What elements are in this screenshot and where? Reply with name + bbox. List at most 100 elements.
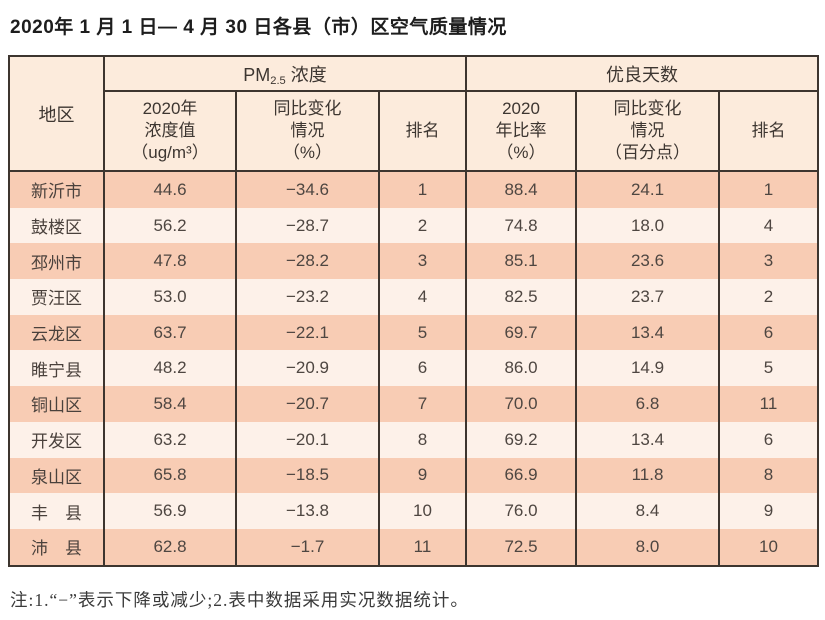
cell-pm-rank: 6	[378, 350, 467, 387]
cell-region: 新沂市	[8, 171, 105, 208]
cell-region: 贾汪区	[8, 279, 105, 315]
cell-pm-change: −18.5	[235, 457, 380, 494]
air-quality-table: 地区 PM2.5 浓度 优良天数 2020年 浓度值 （ug/m³） 同比变化 …	[8, 55, 819, 567]
table-row: 贾汪区 53.0 −23.2 4 82.5 23.7 2	[8, 279, 819, 315]
pm25-label-suffix: 浓度	[285, 64, 327, 85]
col-header-pm-value: 2020年 浓度值 （ug/m³）	[103, 90, 237, 172]
footnote: 注:1.“−”表示下降或减少;2.表中数据采用实况数据统计。	[10, 589, 469, 610]
cell-pm-value: 44.6	[103, 171, 237, 208]
cell-good-rank: 10	[718, 528, 819, 566]
cell-pm-rank: 2	[378, 207, 467, 244]
cell-good-rate: 85.1	[465, 243, 577, 280]
header-sub-row: 2020年 浓度值 （ug/m³） 同比变化 情况 （%） 排名 2020 年比…	[9, 90, 819, 172]
cell-pm-rank: 4	[378, 279, 467, 315]
cell-good-change: 18.0	[575, 207, 720, 244]
col-header-good-rank: 排名	[718, 90, 819, 172]
cell-good-rate: 82.5	[465, 279, 577, 315]
cell-good-rank: 2	[718, 279, 819, 315]
cell-pm-value: 56.9	[103, 493, 237, 529]
cell-pm-change: −23.2	[235, 279, 380, 315]
cell-pm-change: −22.1	[235, 314, 380, 351]
cell-pm-value: 65.8	[103, 457, 237, 494]
cell-pm-rank: 9	[378, 457, 467, 494]
pm25-label-subscript: 2.5	[270, 74, 286, 87]
cell-good-rate: 69.2	[465, 421, 577, 458]
page-title: 2020年 1 月 1 日— 4 月 30 日各县（市）区空气质量情况	[10, 17, 507, 38]
cell-good-change: 13.4	[575, 421, 720, 458]
cell-pm-change: −1.7	[235, 528, 380, 566]
cell-good-change: 8.0	[575, 528, 720, 566]
cell-good-change: 13.4	[575, 314, 720, 351]
cell-pm-rank: 10	[378, 493, 467, 529]
pm25-label-prefix: PM	[243, 64, 271, 85]
cell-pm-rank: 11	[378, 528, 467, 566]
table-row: 睢宁县 48.2 −20.9 6 86.0 14.9 5	[8, 350, 819, 387]
cell-good-rate: 86.0	[465, 350, 577, 387]
cell-region: 云龙区	[8, 314, 105, 351]
cell-pm-rank: 7	[378, 386, 467, 422]
cell-pm-rank: 3	[378, 243, 467, 280]
cell-region: 邳州市	[8, 243, 105, 280]
cell-good-rank: 4	[718, 207, 819, 244]
cell-region: 泉山区	[8, 457, 105, 494]
table-row: 泉山区 65.8 −18.5 9 66.9 11.8 8	[8, 457, 819, 494]
cell-good-rate: 69.7	[465, 314, 577, 351]
table-row: 开发区 63.2 −20.1 8 69.2 13.4 6	[8, 421, 819, 458]
cell-good-rank: 6	[718, 421, 819, 458]
cell-pm-change: −13.8	[235, 493, 380, 529]
col-header-good-change: 同比变化 情况 （百分点）	[575, 90, 720, 172]
col-header-good-rate: 2020 年比率 （%）	[465, 90, 577, 172]
cell-pm-value: 56.2	[103, 207, 237, 244]
cell-pm-change: −28.7	[235, 207, 380, 244]
cell-pm-change: −34.6	[235, 171, 380, 208]
cell-pm-value: 58.4	[103, 386, 237, 422]
cell-good-rate: 74.8	[465, 207, 577, 244]
cell-pm-value: 53.0	[103, 279, 237, 315]
cell-good-rank: 9	[718, 493, 819, 529]
col-group-good-days: 优良天数	[465, 55, 819, 92]
cell-region: 丰 县	[8, 493, 105, 529]
table-row: 丰 县 56.9 −13.8 10 76.0 8.4 9	[8, 493, 819, 529]
cell-good-change: 6.8	[575, 386, 720, 422]
table-header: 地区 PM2.5 浓度 优良天数 2020年 浓度值 （ug/m³） 同比变化 …	[8, 55, 819, 172]
table-row: 鼓楼区 56.2 −28.7 2 74.8 18.0 4	[8, 207, 819, 244]
cell-region: 沛 县	[8, 528, 105, 566]
cell-pm-rank: 1	[378, 171, 467, 208]
cell-good-rate: 88.4	[465, 171, 577, 208]
table-body: 新沂市 44.6 −34.6 1 88.4 24.1 1 鼓楼区 56.2 −28.7 2 74.8 1…	[8, 171, 819, 566]
cell-good-change: 8.4	[575, 493, 720, 529]
cell-good-rank: 3	[718, 243, 819, 280]
cell-good-rank: 8	[718, 457, 819, 494]
col-header-region: 地区	[8, 55, 105, 172]
cell-good-rate: 72.5	[465, 528, 577, 566]
table-row: 云龙区 63.7 −22.1 5 69.7 13.4 6	[8, 314, 819, 351]
table-row: 铜山区 58.4 −20.7 7 70.0 6.8 11	[8, 386, 819, 422]
cell-good-rate: 66.9	[465, 457, 577, 494]
header-group-row: 地区 PM2.5 浓度 优良天数	[8, 55, 819, 172]
cell-pm-change: −20.9	[235, 350, 380, 387]
cell-pm-value: 47.8	[103, 243, 237, 280]
cell-good-change: 23.7	[575, 279, 720, 315]
cell-pm-change: −28.2	[235, 243, 380, 280]
cell-region: 铜山区	[8, 386, 105, 422]
table-row: 新沂市 44.6 −34.6 1 88.4 24.1 1	[8, 171, 819, 208]
cell-pm-value: 63.2	[103, 421, 237, 458]
cell-pm-rank: 8	[378, 421, 467, 458]
cell-region: 睢宁县	[8, 350, 105, 387]
cell-pm-value: 63.7	[103, 314, 237, 351]
cell-good-change: 14.9	[575, 350, 720, 387]
cell-region: 开发区	[8, 421, 105, 458]
cell-good-rate: 70.0	[465, 386, 577, 422]
cell-good-rank: 6	[718, 314, 819, 351]
col-header-pm-rank: 排名	[378, 90, 467, 172]
col-group-pm25: PM2.5 浓度	[103, 55, 467, 92]
cell-good-rank: 11	[718, 386, 819, 422]
table-row: 邳州市 47.8 −28.2 3 85.1 23.6 3	[8, 243, 819, 280]
cell-pm-value: 62.8	[103, 528, 237, 566]
cell-pm-rank: 5	[378, 314, 467, 351]
cell-good-rate: 76.0	[465, 493, 577, 529]
cell-pm-change: −20.7	[235, 386, 380, 422]
cell-pm-change: −20.1	[235, 421, 380, 458]
col-header-pm-change: 同比变化 情况 （%）	[235, 90, 380, 172]
cell-good-change: 11.8	[575, 457, 720, 494]
